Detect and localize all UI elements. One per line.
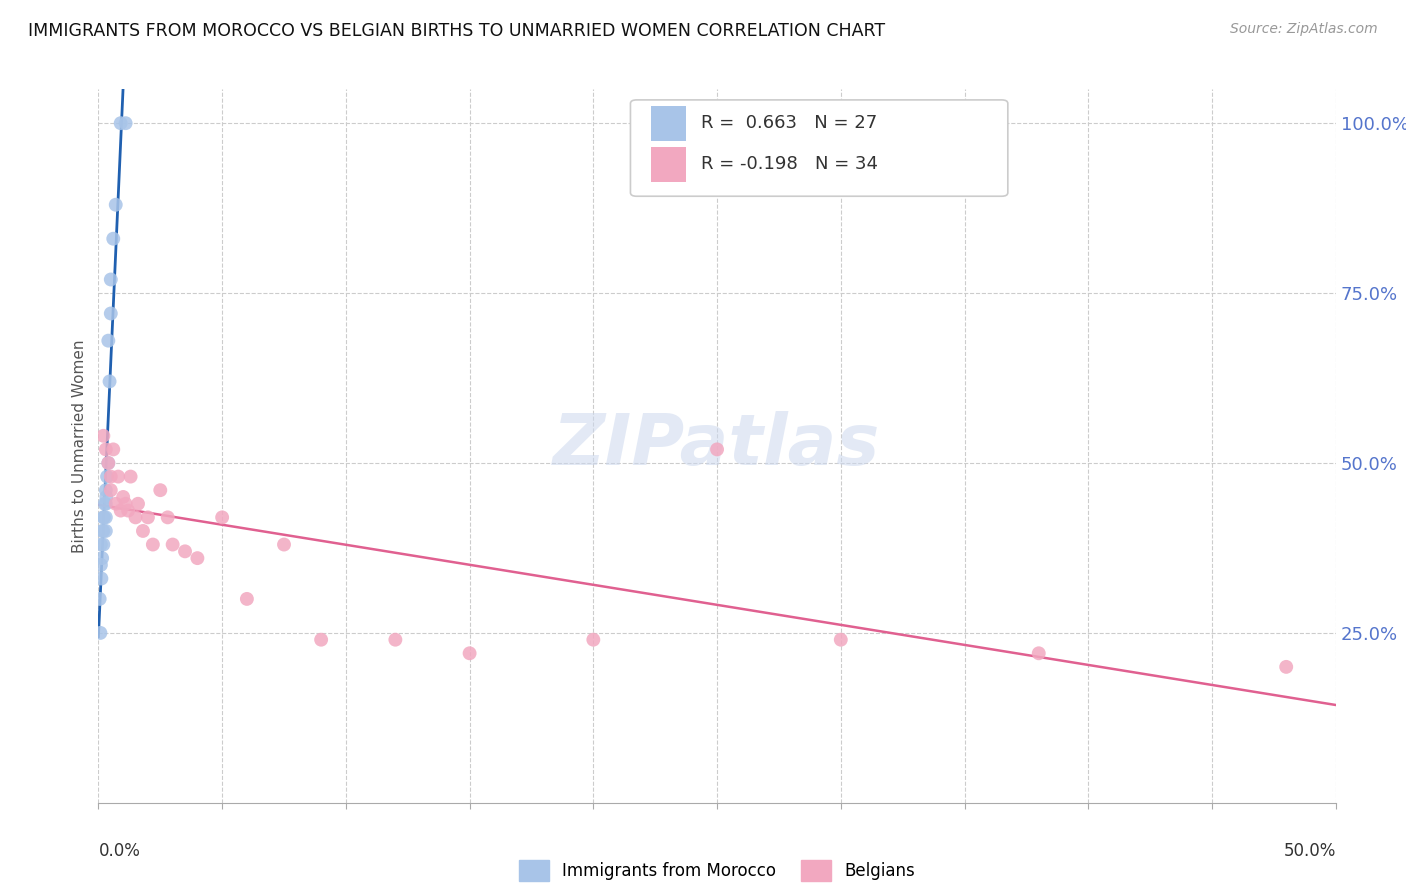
Y-axis label: Births to Unmarried Women: Births to Unmarried Women xyxy=(72,339,87,553)
Point xyxy=(89,626,111,640)
Point xyxy=(211,510,233,524)
Point xyxy=(174,544,197,558)
Point xyxy=(132,524,155,538)
Point xyxy=(93,429,115,443)
Point xyxy=(142,537,165,551)
Point xyxy=(100,483,122,498)
Point xyxy=(100,272,122,286)
Point xyxy=(93,497,115,511)
Point xyxy=(97,334,120,348)
Point xyxy=(91,524,114,538)
Point xyxy=(136,510,159,524)
Point xyxy=(107,469,129,483)
Point xyxy=(93,510,115,524)
Text: 0.0%: 0.0% xyxy=(98,842,141,860)
Point xyxy=(309,632,332,647)
Point xyxy=(100,306,122,320)
Point xyxy=(94,524,117,538)
Point xyxy=(706,442,728,457)
Point xyxy=(124,510,146,524)
Point xyxy=(104,497,127,511)
Point xyxy=(110,503,132,517)
Point xyxy=(89,591,111,606)
Point xyxy=(96,490,118,504)
Point xyxy=(94,510,117,524)
Point xyxy=(114,116,136,130)
Point xyxy=(98,375,121,389)
Point xyxy=(162,537,184,551)
Point xyxy=(93,524,115,538)
Point xyxy=(127,497,149,511)
Point xyxy=(97,456,120,470)
Point xyxy=(112,490,135,504)
Text: 50.0%: 50.0% xyxy=(1284,842,1336,860)
Point xyxy=(110,116,132,130)
Point xyxy=(830,632,852,647)
Point xyxy=(120,469,142,483)
Point xyxy=(149,483,172,498)
Point xyxy=(186,551,208,566)
Point xyxy=(236,591,259,606)
FancyBboxPatch shape xyxy=(651,147,686,182)
Point xyxy=(90,537,112,551)
Text: R = -0.198   N = 34: R = -0.198 N = 34 xyxy=(702,155,877,173)
Point xyxy=(100,469,122,483)
Point xyxy=(90,558,112,572)
Point xyxy=(156,510,179,524)
Point xyxy=(94,497,117,511)
Point xyxy=(93,510,115,524)
Text: ZIPatlas: ZIPatlas xyxy=(554,411,880,481)
Point xyxy=(1275,660,1298,674)
Point xyxy=(1028,646,1050,660)
Point xyxy=(94,483,117,498)
Point xyxy=(114,497,136,511)
Point xyxy=(582,632,605,647)
Point xyxy=(94,442,117,457)
Point xyxy=(90,572,112,586)
Point xyxy=(103,442,125,457)
Point xyxy=(93,537,115,551)
Point xyxy=(384,632,406,647)
Text: IMMIGRANTS FROM MOROCCO VS BELGIAN BIRTHS TO UNMARRIED WOMEN CORRELATION CHART: IMMIGRANTS FROM MOROCCO VS BELGIAN BIRTH… xyxy=(28,22,886,40)
Text: Source: ZipAtlas.com: Source: ZipAtlas.com xyxy=(1230,22,1378,37)
Point xyxy=(117,503,139,517)
Point xyxy=(96,469,118,483)
Point xyxy=(458,646,481,660)
Point xyxy=(103,232,125,246)
FancyBboxPatch shape xyxy=(651,106,686,141)
Point xyxy=(104,198,127,212)
Point xyxy=(273,537,295,551)
Point xyxy=(97,456,120,470)
Text: R =  0.663   N = 27: R = 0.663 N = 27 xyxy=(702,114,877,132)
FancyBboxPatch shape xyxy=(630,100,1008,196)
Legend: Immigrants from Morocco, Belgians: Immigrants from Morocco, Belgians xyxy=(512,854,922,888)
Point xyxy=(91,551,114,566)
